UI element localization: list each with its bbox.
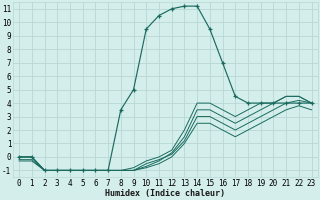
X-axis label: Humidex (Indice chaleur): Humidex (Indice chaleur) [105, 189, 225, 198]
